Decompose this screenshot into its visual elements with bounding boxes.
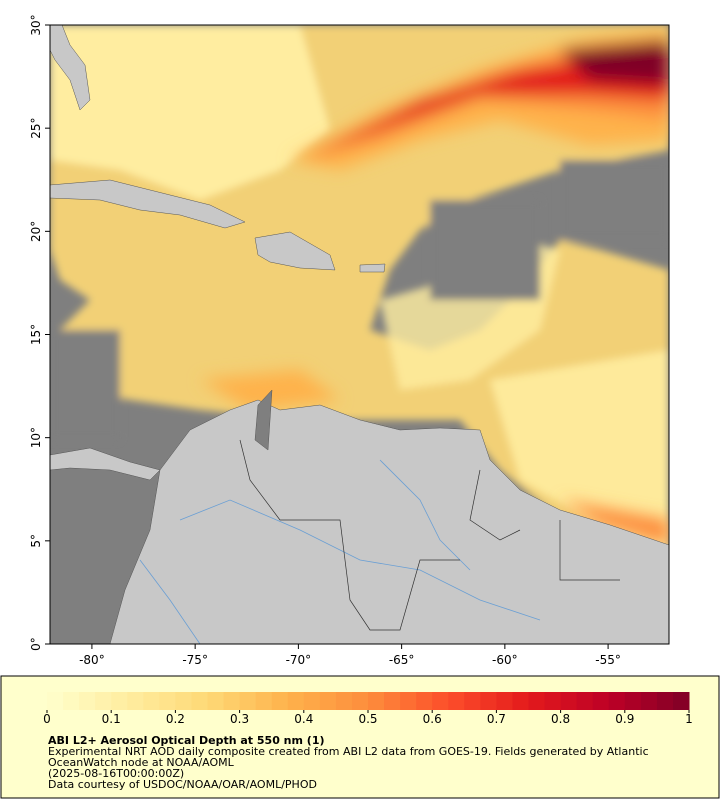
colorbar-tick-label: 0.7 xyxy=(487,712,506,726)
colorbar-step xyxy=(384,692,401,710)
caption-title: ABI L2+ Aerosol Optical Depth at 550 nm … xyxy=(48,734,325,747)
colorbar-step xyxy=(656,692,674,710)
colorbar-step xyxy=(111,692,128,710)
caption-line: OceanWatch node at NOAA/AOML xyxy=(48,756,235,769)
x-tick-label: -70° xyxy=(286,653,312,667)
colorbar-step xyxy=(63,692,80,710)
map-image xyxy=(50,25,669,644)
colorbar-step xyxy=(255,692,273,710)
colorbar-step xyxy=(544,692,562,710)
colorbar-step xyxy=(448,692,465,710)
aerosol-field xyxy=(50,25,669,560)
colorbar-step xyxy=(576,692,594,710)
colorbar-step xyxy=(368,692,385,710)
colorbar: 0 0.1 0.2 0.3 0.4 0.5 0.6 0.7 0.8 0.9 1 xyxy=(43,692,693,726)
colorbar-step xyxy=(127,692,144,710)
x-tick-label: -80° xyxy=(79,653,105,667)
colorbar-tick-label: 0.9 xyxy=(615,712,634,726)
y-tick-label: 30° xyxy=(29,14,43,35)
caption-line: Experimental NRT AOD daily composite cre… xyxy=(48,745,649,758)
colorbar-step xyxy=(528,692,546,710)
x-tick-label: -75° xyxy=(182,653,208,667)
colorbar-step xyxy=(624,692,642,710)
colorbar-step xyxy=(351,692,369,710)
colorbar-tick-label: 0.6 xyxy=(423,712,442,726)
colorbar-step xyxy=(592,692,610,710)
colorbar-tick-label: 0.2 xyxy=(166,712,185,726)
colorbar-tick-label: 0.8 xyxy=(551,712,570,726)
colorbar-step xyxy=(47,692,64,710)
y-tick-label: 0° xyxy=(29,637,43,651)
dust-plume xyxy=(200,30,669,545)
colorbar-step xyxy=(512,692,529,710)
colorbar-tick-label: 0.1 xyxy=(102,712,121,726)
colorbar-step xyxy=(207,692,225,710)
colorbar-step xyxy=(303,692,321,710)
axes: -80° -75° -70° -65° -60° -55° 0° 5° 10° 15° 20° 25°… xyxy=(29,14,621,667)
colorbar-step xyxy=(560,692,578,710)
rivers xyxy=(139,459,541,644)
colorbar-step xyxy=(416,692,433,710)
y-tick-label: 10° xyxy=(29,427,43,448)
colorbar-step xyxy=(672,692,690,710)
colorbar-step xyxy=(480,692,497,710)
caption-lines: Experimental NRT AOD daily composite cre… xyxy=(48,745,649,791)
colorbar-step xyxy=(319,692,337,710)
colorbar-step xyxy=(143,692,160,710)
colorbar-tick-label: 0.5 xyxy=(358,712,377,726)
colorbar-tick-label: 1 xyxy=(685,712,693,726)
colorbar-step xyxy=(223,692,241,710)
x-tick-label: -65° xyxy=(389,653,415,667)
colorbar-tick-label: 0.3 xyxy=(230,712,249,726)
colorbar-step xyxy=(287,692,305,710)
caption-line: (2025-08-16T00:00:00Z) xyxy=(48,767,184,780)
colorbar-step xyxy=(191,692,208,710)
y-tick-label: 25° xyxy=(29,118,43,139)
colorbar-step xyxy=(95,692,112,710)
colorbar-step xyxy=(608,692,626,710)
colorbar-step xyxy=(400,692,417,710)
colorbar-step xyxy=(175,692,192,710)
land xyxy=(50,25,669,644)
colorbar-step xyxy=(159,692,176,710)
colorbar-step xyxy=(79,692,96,710)
y-tick-label: 5° xyxy=(29,534,43,548)
x-tick-label: -60° xyxy=(492,653,518,667)
caption-line: Data courtesy of USDOC/NOAA/OAR/AOML/PHO… xyxy=(48,778,317,791)
borders xyxy=(239,439,620,631)
colorbar-step xyxy=(464,692,481,710)
colorbar-step xyxy=(496,692,513,710)
colorbar-tick-label: 0.4 xyxy=(294,712,313,726)
x-tick-label: -55° xyxy=(595,653,621,667)
colorbar-step xyxy=(335,692,353,710)
colorbar-step xyxy=(432,692,449,710)
colorbar-tick-label: 0 xyxy=(43,712,51,726)
y-tick-label: 15° xyxy=(29,324,43,345)
colorbar-step xyxy=(271,692,289,710)
colorbar-step xyxy=(640,692,658,710)
y-tick-label: 20° xyxy=(29,221,43,242)
colorbar-step xyxy=(239,692,257,710)
